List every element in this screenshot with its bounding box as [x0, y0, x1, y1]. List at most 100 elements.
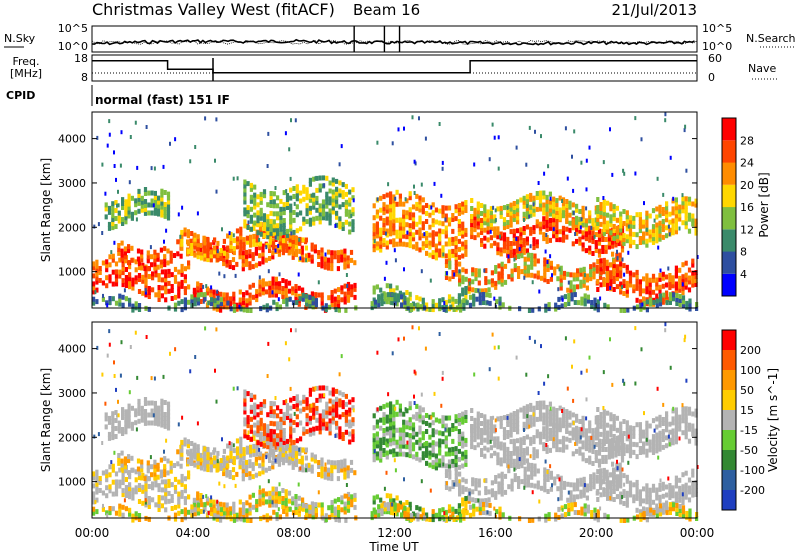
power-cell: [371, 301, 374, 306]
power-cell: [306, 203, 309, 208]
power-cell: [678, 268, 681, 273]
velocity-cell: [329, 391, 332, 396]
power-cell: [345, 184, 348, 189]
power-cell: [403, 296, 406, 301]
y-tick-label: 3000: [58, 177, 86, 190]
power-cell: [386, 241, 389, 246]
power-scatter-point: [394, 248, 396, 252]
velocity-cell: [99, 476, 102, 481]
power-scatter-point: [130, 135, 132, 139]
velocity-cell: [529, 403, 532, 408]
power-cell: [458, 203, 461, 208]
power-cell: [105, 202, 108, 207]
velocity-cell: [445, 469, 448, 474]
power-scatter-point: [314, 176, 316, 180]
power-cell: [249, 285, 252, 290]
velocity-cell: [435, 430, 438, 435]
power-scatter-point: [146, 125, 148, 129]
velocity-cell: [171, 494, 174, 499]
power-cell: [410, 303, 413, 308]
velocity-cell: [497, 473, 500, 478]
power-cell: [607, 304, 610, 309]
velocity-cell: [249, 445, 252, 450]
power-cell: [382, 194, 385, 199]
velocity-cell: [379, 498, 382, 503]
power-cell: [405, 210, 408, 215]
power-scatter-point: [507, 206, 509, 210]
power-cell: [606, 201, 609, 206]
power-cell: [550, 261, 553, 266]
velocity-cell: [329, 418, 332, 423]
power-scatter-point: [538, 181, 540, 185]
power-cell: [451, 237, 454, 242]
velocity-cell: [382, 428, 385, 433]
power-cell: [546, 195, 549, 200]
power-cell: [350, 258, 353, 263]
velocity-cell: [563, 481, 566, 486]
velocity-cell: [256, 404, 259, 409]
power-cell: [418, 196, 421, 201]
power-cell: [167, 281, 170, 286]
power-cell: [609, 202, 612, 207]
power-scatter-point: [299, 256, 301, 260]
velocity-cell: [435, 442, 438, 447]
power-cell: [319, 176, 322, 181]
velocity-cell: [432, 420, 435, 425]
power-cell: [470, 214, 473, 219]
power-cell: [392, 238, 395, 243]
power-cell: [125, 275, 128, 280]
power-cell: [373, 203, 376, 208]
power-cell: [432, 250, 435, 255]
power-cell: [520, 269, 523, 274]
power-cell: [184, 228, 187, 233]
power-cell: [226, 301, 229, 306]
velocity-cell: [112, 464, 115, 469]
power-cell: [345, 200, 348, 205]
power-scatter-point: [540, 134, 542, 138]
power-cell: [271, 250, 274, 255]
velocity-cell: [246, 446, 249, 451]
velocity-cell: [516, 409, 519, 414]
power-cell: [108, 296, 111, 301]
power-cell: [688, 213, 691, 218]
velocity-cell: [448, 447, 451, 452]
velocity-cell: [536, 429, 539, 434]
velocity-cell: [285, 454, 288, 459]
power-cell: [338, 188, 341, 193]
velocity-cell: [130, 456, 133, 461]
power-cell: [335, 187, 338, 192]
velocity-cell: [193, 463, 196, 468]
power-cell: [252, 234, 255, 239]
power-cell: [250, 183, 253, 188]
power-scatter-point: [523, 276, 525, 280]
velocity-cell: [174, 485, 177, 490]
power-scatter-point: [275, 236, 277, 240]
power-cell: [296, 184, 299, 189]
power-cell: [206, 237, 209, 242]
velocity-cell: [148, 496, 151, 501]
velocity-cell: [288, 491, 291, 496]
power-cell: [138, 303, 141, 308]
velocity-cell: [233, 456, 236, 461]
power-cell: [613, 236, 616, 241]
velocity-cell: [396, 428, 399, 433]
velocity-cell: [245, 508, 248, 513]
power-scatter-point: [425, 137, 427, 141]
power-scatter-point: [350, 214, 352, 218]
power-cell: [345, 192, 348, 197]
velocity-cell: [164, 412, 167, 417]
velocity-cell: [242, 502, 245, 507]
power-scatter-point: [526, 204, 528, 208]
velocity-cell: [412, 422, 415, 427]
power-cell: [281, 278, 284, 283]
velocity-cell: [652, 500, 655, 505]
power-cell: [559, 237, 562, 242]
power-scatter-point: [654, 219, 656, 223]
velocity-cell: [568, 431, 571, 436]
velocity-cell: [536, 417, 539, 422]
power-cell: [487, 237, 490, 242]
velocity-cell: [174, 477, 177, 482]
power-cell: [95, 260, 98, 265]
power-cell: [477, 202, 480, 207]
power-scatter-point: [136, 166, 138, 170]
